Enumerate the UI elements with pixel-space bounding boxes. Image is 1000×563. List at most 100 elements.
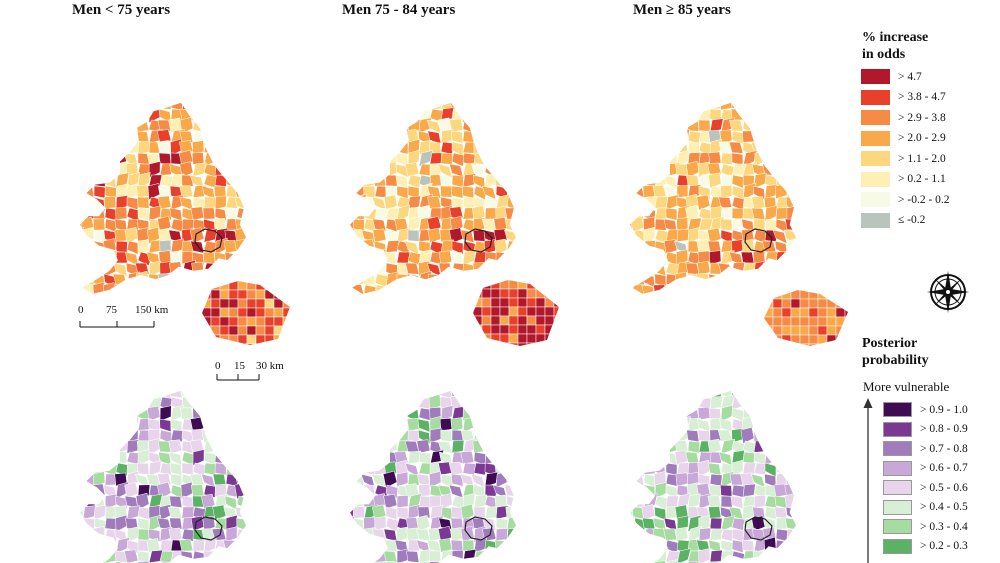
map-region (158, 152, 172, 165)
map-region (786, 261, 796, 276)
map-region (751, 196, 766, 209)
map-region (181, 396, 195, 409)
map-region (494, 174, 508, 187)
map-region (495, 439, 510, 454)
map-region (360, 395, 376, 410)
map-region (473, 139, 486, 156)
map-region (440, 429, 453, 442)
map-region (484, 251, 498, 265)
map-region (652, 262, 667, 277)
map-region (191, 152, 205, 165)
map-region (80, 262, 85, 275)
map-region (212, 152, 227, 166)
map-region (91, 141, 106, 155)
map-region (775, 440, 788, 455)
map-region (795, 185, 796, 201)
choropleth-map (350, 102, 516, 294)
map-region (742, 262, 757, 275)
map-region (179, 539, 194, 552)
map-region (795, 396, 796, 411)
map-region (763, 536, 777, 555)
map-region (203, 416, 216, 433)
map-region (630, 118, 634, 133)
map-region (396, 251, 411, 264)
map-region (80, 207, 84, 222)
map-region (676, 390, 690, 400)
map-region (137, 418, 152, 431)
map-region (80, 226, 84, 245)
map-region (203, 406, 218, 421)
map-region (137, 196, 150, 209)
map-region (798, 472, 809, 487)
map-region (248, 218, 262, 231)
map-region (665, 429, 678, 442)
map-region (361, 152, 376, 167)
map-region (630, 429, 636, 444)
map-region (687, 525, 702, 544)
map-region (786, 390, 796, 399)
map-region (632, 484, 645, 498)
map-region (773, 163, 788, 178)
map-region (225, 526, 238, 543)
map-region (168, 390, 183, 398)
map-region (200, 493, 216, 510)
map-region (148, 428, 161, 443)
map-region (632, 163, 645, 177)
map-region (462, 548, 477, 563)
map-region (751, 390, 766, 399)
map-region (222, 539, 238, 552)
map-region (630, 407, 634, 420)
map-region (451, 174, 464, 188)
map-region (181, 506, 195, 519)
map-region (630, 460, 634, 477)
map-region (167, 506, 183, 520)
map-region (104, 249, 117, 266)
map-region (374, 207, 389, 220)
map-region (350, 495, 354, 510)
map-region (741, 218, 755, 234)
map-region (181, 528, 196, 542)
map-region (248, 485, 261, 499)
map-region (350, 174, 365, 187)
map-region (384, 429, 398, 442)
map-region (643, 462, 656, 475)
map-region (104, 418, 117, 431)
map-region (785, 539, 796, 552)
map-region (115, 407, 128, 420)
map-region (473, 102, 488, 112)
map-region (752, 407, 766, 422)
map-region (720, 152, 734, 166)
map-region (247, 186, 259, 198)
map-region (81, 163, 95, 177)
map-region (763, 394, 777, 411)
map-region (248, 98, 260, 109)
map-region (451, 240, 464, 255)
map-region (517, 485, 529, 497)
map-region (407, 108, 420, 122)
map-region (374, 407, 388, 420)
map-region (719, 129, 733, 144)
map-region (170, 102, 184, 111)
map-region (350, 284, 365, 294)
odds-legend-item: > 3.8 - 4.7 (861, 89, 946, 106)
map-region (350, 185, 354, 198)
map-region (372, 174, 387, 187)
map-region (472, 440, 486, 453)
map-region (192, 119, 207, 133)
map-region (665, 140, 678, 155)
map-region (225, 152, 238, 165)
map-region (652, 102, 667, 112)
map-region (450, 390, 464, 399)
odds-legend-label: > -0.2 - 0.2 (898, 193, 950, 206)
map-region (170, 284, 185, 294)
map-region (742, 282, 756, 294)
map-region (90, 117, 106, 134)
london-outline (744, 228, 773, 253)
map-region (363, 130, 377, 144)
map-region (495, 130, 508, 145)
map-region (731, 539, 744, 554)
map-region (632, 429, 645, 443)
map-region (244, 237, 246, 256)
map-region (742, 130, 755, 143)
map-region (225, 161, 238, 178)
